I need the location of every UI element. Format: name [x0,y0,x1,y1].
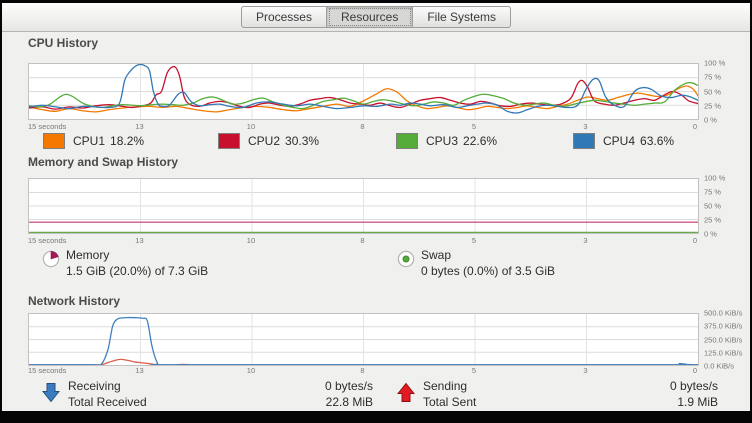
cpu2-color-swatch[interactable] [218,133,240,149]
cpu4-label: CPU4 [603,134,636,148]
cpu2-label: CPU2 [248,134,281,148]
total-sent-label: Total Sent [423,395,477,409]
net-x-tick: 13 [135,366,144,375]
memory-label: Memory [66,248,110,262]
net-x-tick: 8 [360,366,365,375]
net-x-tick: 5 [471,366,477,375]
sending-rate: 0 bytes/s [669,379,718,393]
memory-pie-icon [42,250,60,273]
cpu3-legend: CPU3 22.6% [396,133,497,149]
mem-x-tick: 0 [692,236,697,245]
memory-x-axis: 15 seconds 13 10 8 5 3 0 [28,236,697,246]
net-y-tick: 250.0 KiB/s [704,335,743,344]
cpu-y-tick: 0 % [704,115,717,125]
tab-header-bar: Processes Resources File Systems [2,3,750,32]
memory-swap-chart [28,178,699,234]
total-received-label: Total Received [68,395,147,409]
cpu-y-tick: 50 % [704,87,722,96]
mem-x-tick: 15 seconds [28,236,67,245]
mem-x-tick: 8 [360,236,365,245]
cpu-y-tick: 25 % [704,101,722,111]
total-sent-value: 1.9 MiB [677,395,718,409]
mem-y-tick: 75 % [704,187,722,197]
memory-swap-history-title: Memory and Swap History [28,155,179,169]
receiving-rate: 0 bytes/s [324,379,373,393]
network-x-axis: 15 seconds 13 10 8 5 3 0 [28,366,697,376]
tab-processes[interactable]: Processes [240,6,327,28]
cpu-y-axis: 100 % 75 % 50 % 25 % 0 % [699,59,750,125]
net-y-tick: 0.0 KiB/s [704,361,735,371]
cpu-history-title: CPU History [28,36,99,50]
cpu-x-tick: 15 seconds [28,122,67,131]
cpu-x-tick: 10 [246,122,256,131]
cpu1-color-swatch[interactable] [43,133,65,149]
cpu-history-chart [28,63,699,120]
network-y-axis: 500.0 KiB/s 375.0 KiB/s 250.0 KiB/s 125.0 K… [699,309,750,371]
net-x-tick: 10 [246,366,256,375]
mem-y-tick: 25 % [704,215,722,225]
receiving-legend: Receiving 0 bytes/s Total Received 22.8 … [41,378,373,410]
memory-legend: Memory 1.5 GiB (20.0%) of 7.3 GiB [42,247,208,279]
mem-x-tick: 5 [471,236,477,245]
cpu3-value: 22.6% [463,134,498,148]
net-x-tick: 3 [583,366,588,375]
network-history-title: Network History [28,294,121,308]
swap-detail: 0 bytes (0.0%) of 3.5 GiB [421,264,556,278]
sending-label: Sending [423,379,468,393]
cpu-x-axis: 15 seconds 13 10 8 5 3 0 [28,122,697,132]
cpu4-legend: CPU4 63.6% [573,133,674,149]
mem-y-tick: 50 % [704,201,722,211]
cpu-y-tick: 75 % [704,72,722,82]
cpu-x-tick: 13 [135,122,144,131]
cpu2-value: 30.3% [285,134,320,148]
cpu2-legend: CPU2 30.3% [218,133,319,149]
sending-legend: Sending 0 bytes/s Total Sent 1.9 MiB [396,378,718,410]
swap-pie-icon [397,250,415,273]
net-x-tick: 15 seconds [28,366,67,375]
cpu3-label: CPU3 [426,134,459,148]
cpu4-color-swatch[interactable] [573,133,595,149]
tab-group: Processes Resources File Systems [240,6,512,28]
receiving-label: Receiving [68,379,121,393]
mem-x-tick: 10 [246,236,256,245]
cpu4-value: 63.6% [640,134,675,148]
swap-label: Swap [421,248,452,262]
net-y-tick: 500.0 KiB/s [704,308,743,318]
mem-x-tick: 13 [135,236,144,245]
mem-y-tick: 100 % [704,173,726,183]
total-received-value: 22.8 MiB [325,395,373,409]
cpu-y-tick: 100 % [704,58,726,68]
cpu-x-tick: 8 [360,122,365,131]
memory-y-axis: 100 % 75 % 50 % 25 % 0 % [699,174,750,239]
memory-detail: 1.5 GiB (20.0%) of 7.3 GiB [66,264,209,278]
cpu-x-tick: 5 [471,122,477,131]
system-monitor-window: Processes Resources File Systems CPU His… [2,3,750,411]
receiving-down-arrow-icon [41,382,68,406]
tab-file-systems[interactable]: File Systems [413,6,512,28]
network-history-chart [28,313,699,366]
sending-up-arrow-icon [396,382,423,406]
net-y-tick: 375.0 KiB/s [704,321,743,331]
cpu-x-tick: 3 [583,122,588,131]
cpu1-value: 18.2% [110,134,145,148]
net-y-tick: 125.0 KiB/s [704,348,743,358]
cpu1-label: CPU1 [73,134,106,148]
tab-resources[interactable]: Resources [326,6,414,28]
mem-y-tick: 0 % [704,229,717,239]
cpu3-color-swatch[interactable] [396,133,418,149]
swap-legend: Swap 0 bytes (0.0%) of 3.5 GiB [397,247,555,279]
cpu1-legend: CPU1 18.2% [43,133,144,149]
net-x-tick: 0 [692,366,697,375]
mem-x-tick: 3 [583,236,588,245]
cpu-x-tick: 0 [692,122,697,131]
